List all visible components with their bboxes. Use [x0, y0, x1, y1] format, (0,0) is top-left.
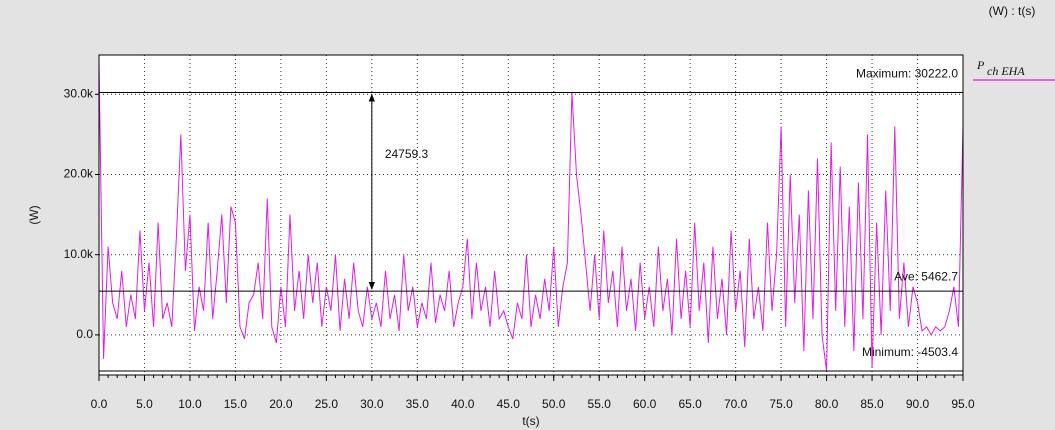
y-tick-label: 10.0k: [64, 247, 94, 261]
legend-label: P: [976, 58, 985, 72]
y-axis-label: (W): [27, 205, 41, 224]
legend-label-subscript: ch EHA: [987, 64, 1025, 78]
x-tick-label: 20.0: [269, 397, 293, 411]
x-tick-label: 70.0: [724, 397, 748, 411]
x-tick-label: 45.0: [497, 397, 521, 411]
x-tick-label: 25.0: [315, 397, 339, 411]
x-tick-label: 5.0: [136, 397, 153, 411]
x-tick-label: 55.0: [588, 397, 612, 411]
x-tick-label: 0.0: [91, 397, 108, 411]
x-tick-label: 95.0: [951, 397, 975, 411]
maximum-label: Maximum: 30222.0: [856, 67, 958, 81]
x-tick-label: 40.0: [451, 397, 475, 411]
x-tick-label: 35.0: [406, 397, 430, 411]
minimum-label: Minimum: -4503.4: [862, 345, 958, 359]
data-line: [99, 62, 963, 372]
x-tick-label: 85.0: [860, 397, 884, 411]
x-tick-label: 65.0: [678, 397, 702, 411]
x-tick-label: 75.0: [769, 397, 793, 411]
y-tick-label: 30.0k: [64, 86, 94, 100]
y-tick-label: 20.0k: [64, 167, 94, 181]
x-tick-label: 80.0: [815, 397, 839, 411]
average-label: Ave: 5462.7: [894, 269, 958, 283]
x-tick-label: 60.0: [633, 397, 657, 411]
plot-lines: [99, 62, 963, 372]
difference-label: 24759.3: [385, 147, 429, 161]
x-tick-label: 30.0: [360, 397, 384, 411]
x-tick-label: 10.0: [178, 397, 202, 411]
header: (W) : t(s): [989, 4, 1036, 18]
x-axis-label: t(s): [522, 414, 539, 428]
x-tick-label: 50.0: [542, 397, 566, 411]
x-tick-label: 90.0: [906, 397, 930, 411]
x-tick-label: 15.0: [224, 397, 248, 411]
y-tick-label: 0.0: [76, 327, 93, 341]
plot-frame: [98, 54, 964, 376]
